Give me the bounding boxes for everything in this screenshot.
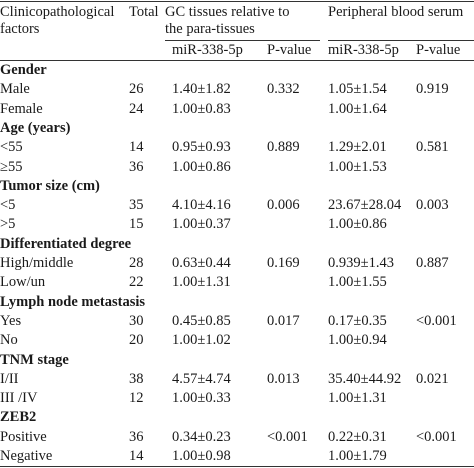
table-cell-gc-p: 0.889: [267, 139, 300, 156]
header-sub-p-gc: P-value: [267, 42, 312, 58]
table-cell-label: <5: [0, 197, 16, 214]
section-title: Age (years): [0, 119, 71, 136]
table-cell-serum: 1.00±0.86: [328, 216, 387, 233]
table-cell-gc: 1.00±0.86: [172, 158, 231, 175]
table-cell-label: ≥55: [0, 158, 23, 175]
table-cell-serum: 1.05±1.54: [328, 81, 387, 98]
header-group-rule-gc: [165, 40, 320, 41]
table-cell-label: Negative: [0, 448, 53, 464]
table-cell-label: >5: [0, 216, 16, 233]
table-cell-serum-p: 0.003: [416, 197, 449, 214]
table-cell-serum-p: 0.021: [416, 370, 449, 387]
section-title: Lymph node metastasis: [0, 293, 146, 310]
table-cell-label: Low/un: [0, 274, 46, 291]
table-cell-serum: 1.00±1.53: [328, 158, 387, 175]
header-factors-line2: factors: [0, 21, 40, 37]
table-cell-gc: 0.34±0.23: [172, 428, 231, 445]
header-sub-p-serum: P-value: [416, 42, 461, 58]
table-cell-label: Yes: [0, 312, 22, 329]
table-cell-gc: 1.00±1.31: [172, 274, 231, 291]
table-cell-total: 35: [129, 197, 144, 214]
table-cell-total: 20: [129, 332, 144, 349]
table-cell-label: Female: [0, 100, 43, 117]
table-cell-label: Male: [0, 81, 30, 98]
table-cell-gc: 4.57±4.74: [172, 370, 231, 387]
table-cell-total: 36: [129, 158, 144, 175]
table-cell-serum: 1.29±2.01: [328, 139, 387, 156]
table-cell-gc: 0.63±0.44: [172, 255, 231, 271]
table-bottom-rule: [0, 466, 474, 467]
table-cell-gc: 1.40±1.82: [172, 81, 231, 98]
header-gc-group-line2: the para-tissues: [165, 21, 255, 37]
table-cell-serum: 1.00±1.55: [328, 274, 387, 291]
section-title: TNM stage: [0, 351, 69, 368]
table-cell-total: 14: [129, 139, 144, 156]
table-cell-gc: 1.00±0.37: [172, 216, 231, 233]
header-sub-mir-gc: miR-338-5p: [172, 42, 243, 58]
table-cell-gc: 0.95±0.93: [172, 139, 231, 156]
table-cell-gc: 1.00±0.98: [172, 448, 231, 464]
header-total: Total: [129, 4, 159, 20]
table-cell-label: High/middle: [0, 255, 74, 271]
table-cell-gc-p: 0.332: [267, 81, 300, 98]
table-cell-gc-p: 0.013: [267, 370, 300, 387]
table-cell-serum: 0.22±0.31: [328, 428, 387, 445]
table-cell-gc-p: <0.001: [267, 428, 308, 445]
table-cell-label: No: [0, 332, 18, 349]
table-cell-serum: 1.00±1.64: [328, 100, 387, 117]
table-cell-total: 30: [129, 312, 144, 329]
header-factors-line1: Clinicopathological: [0, 4, 115, 20]
table-cell-total: 22: [129, 274, 144, 291]
header-bottom-rule: [0, 60, 474, 61]
table-cell-gc: 1.00±0.83: [172, 100, 231, 117]
table-cell-label: I/II: [0, 370, 19, 387]
table-cell-gc: 0.45±0.85: [172, 312, 231, 329]
section-title: Differentiated degree: [0, 235, 132, 252]
table-cell-serum: 35.40±44.92: [328, 370, 402, 387]
table-cell-total: 26: [129, 81, 144, 98]
table-cell-gc: 1.00±0.33: [172, 390, 231, 407]
table-cell-gc: 1.00±1.02: [172, 332, 231, 349]
table-cell-gc-p: 0.006: [267, 197, 300, 214]
table-cell-total: 38: [129, 370, 144, 387]
table-cell-label: <55: [0, 139, 23, 156]
table-cell-serum: 1.00±0.94: [328, 332, 387, 349]
header-gc-group-line1: GC tissues relative to: [165, 4, 290, 20]
table-cell-serum-p: 0.581: [416, 139, 449, 156]
table-cell-gc: 4.10±4.16: [172, 197, 231, 214]
section-title: Tumor size (cm): [0, 177, 100, 194]
table-cell-label: III /IV: [0, 390, 38, 407]
header-serum-group: Peripheral blood serum: [328, 4, 464, 20]
header-sub-mir-serum: miR-338-5p: [328, 42, 399, 58]
table-cell-serum-p: <0.001: [416, 428, 457, 445]
table-cell-serum: 0.939±1.43: [328, 255, 394, 271]
table-top-rule: [0, 1, 474, 2]
header-group-rule-serum: [328, 40, 474, 41]
section-title: ZEB2: [0, 409, 37, 426]
table-cell-serum: 23.67±28.04: [328, 197, 402, 214]
table-cell-gc-p: 0.017: [267, 312, 300, 329]
table-cell-serum-p: <0.001: [416, 312, 457, 329]
table-cell-gc-p: 0.169: [267, 255, 300, 271]
table-cell-serum: 0.17±0.35: [328, 312, 387, 329]
table-cell-total: 12: [129, 390, 144, 407]
table-cell-serum: 1.00±1.79: [328, 448, 387, 464]
table-cell-total: 14: [129, 448, 144, 464]
table-cell-serum: 1.00±1.31: [328, 390, 387, 407]
table-cell-label: Positive: [0, 428, 47, 445]
section-title: Gender: [0, 62, 47, 78]
table-cell-total: 15: [129, 216, 144, 233]
table-cell-total: 36: [129, 428, 144, 445]
table-cell-serum-p: 0.919: [416, 81, 449, 98]
table-cell-total: 28: [129, 255, 144, 271]
table-cell-total: 24: [129, 100, 144, 117]
table-cell-serum-p: 0.887: [416, 255, 449, 271]
